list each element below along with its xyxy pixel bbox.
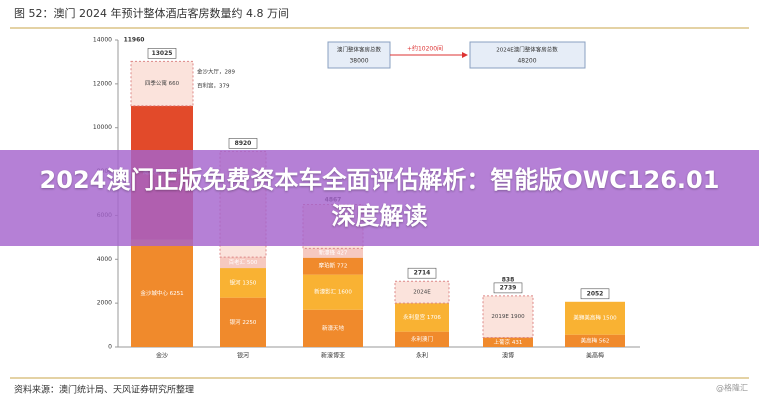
bar-segment (395, 303, 449, 332)
segment-label: 2024E (413, 290, 431, 296)
bar-segment (303, 309, 363, 347)
y-tick-label: 12000 (93, 80, 112, 87)
bar-segment (394, 280, 450, 304)
total-label: 2052 (587, 290, 604, 297)
total-box (580, 288, 610, 300)
total-box (407, 267, 437, 279)
bar-segment (220, 257, 266, 269)
segment-label: 新濠影汇 1600 (314, 288, 352, 296)
total-label: 2739 (500, 284, 517, 291)
x-tick-label: 美高梅 (586, 352, 604, 360)
flow-arrowhead (462, 52, 468, 58)
total-label: 8920 (235, 140, 252, 147)
y-tick-label: 2000 (97, 300, 112, 307)
flow-change: +约10200间 (407, 45, 443, 53)
extra-label: 838 (502, 277, 515, 284)
total-box (147, 48, 177, 59)
bar-segment (303, 274, 363, 310)
x-tick-label: 金沙 (156, 352, 168, 360)
segment-label: 新濠天地 (322, 324, 345, 332)
bar-segment (130, 60, 194, 107)
watermark: @格隆汇 (716, 383, 748, 393)
flow-from-value: 38000 (349, 58, 368, 65)
segment-label: 新濠锋 427 (319, 249, 348, 257)
extra-label: 11960 (124, 37, 145, 44)
banner-text: 2024澳门正版免费资本车全面评估解析：智能版OWC126.01深度解读 (39, 166, 720, 230)
segment-label: 四季公寓 660 (145, 79, 180, 87)
side-note: 金沙大厅，289 (197, 68, 235, 76)
flow-to-box (469, 41, 586, 69)
bar-segment (131, 239, 193, 347)
side-note: 百利宫，379 (197, 82, 230, 90)
source: 资料来源：澳门统计局、天风证券研究所整理 (14, 384, 194, 396)
bar-segment (220, 297, 266, 347)
y-tick-label: 0 (108, 344, 112, 351)
total-box (228, 138, 258, 149)
segment-label: 上葡京 431 (494, 338, 523, 346)
bar-segment (482, 295, 534, 339)
x-tick-label: 澳博 (502, 352, 514, 360)
bar-segment (303, 257, 363, 275)
total-box (493, 282, 523, 294)
bar-segment (483, 337, 533, 347)
x-tick-label: 永利 (416, 352, 428, 360)
x-tick-label: 银河 (237, 352, 249, 360)
bar-segment (565, 334, 625, 347)
segment-label: 永利澳门 (411, 335, 433, 343)
flow-to-label: 2024E澳门整体客房总数 (496, 46, 558, 54)
segment-label: 2019E 1900 (491, 314, 525, 320)
segment-label: 永利皇宫 1706 (403, 313, 441, 321)
segment-label: 摩珀斯 772 (319, 262, 348, 270)
x-tick-label: 新濠博亚 (321, 352, 345, 360)
bar-segment (220, 268, 266, 298)
segment-label: 美高梅 562 (581, 336, 610, 344)
bar-segment (565, 301, 625, 335)
bar-segment (395, 331, 449, 347)
total-label: 2714 (414, 270, 431, 277)
flow-from-label: 澳门整体客房总数 (337, 46, 382, 54)
segment-label: 美狮美高梅 1500 (573, 314, 617, 322)
banner: 2024澳门正版免费资本车全面评估解析：智能版OWC126.01深度解读 (0, 150, 759, 246)
y-tick-label: 14000 (93, 37, 112, 44)
total-label: 13025 (152, 50, 173, 57)
title: 图 52：澳门 2024 年预计整体酒店客房数量约 4.8 万间 (14, 6, 289, 20)
segment-label: 百老汇 500 (229, 258, 258, 266)
y-tick-label: 10000 (93, 124, 112, 131)
segment-label: 银河 2250 (230, 318, 257, 326)
y-tick-label: 4000 (97, 256, 112, 263)
segment-label: 银河 1350 (230, 278, 257, 286)
flow-to-value: 48200 (517, 58, 536, 65)
segment-label: 金沙城中心 6251 (140, 289, 183, 297)
bar-segment (303, 248, 363, 258)
